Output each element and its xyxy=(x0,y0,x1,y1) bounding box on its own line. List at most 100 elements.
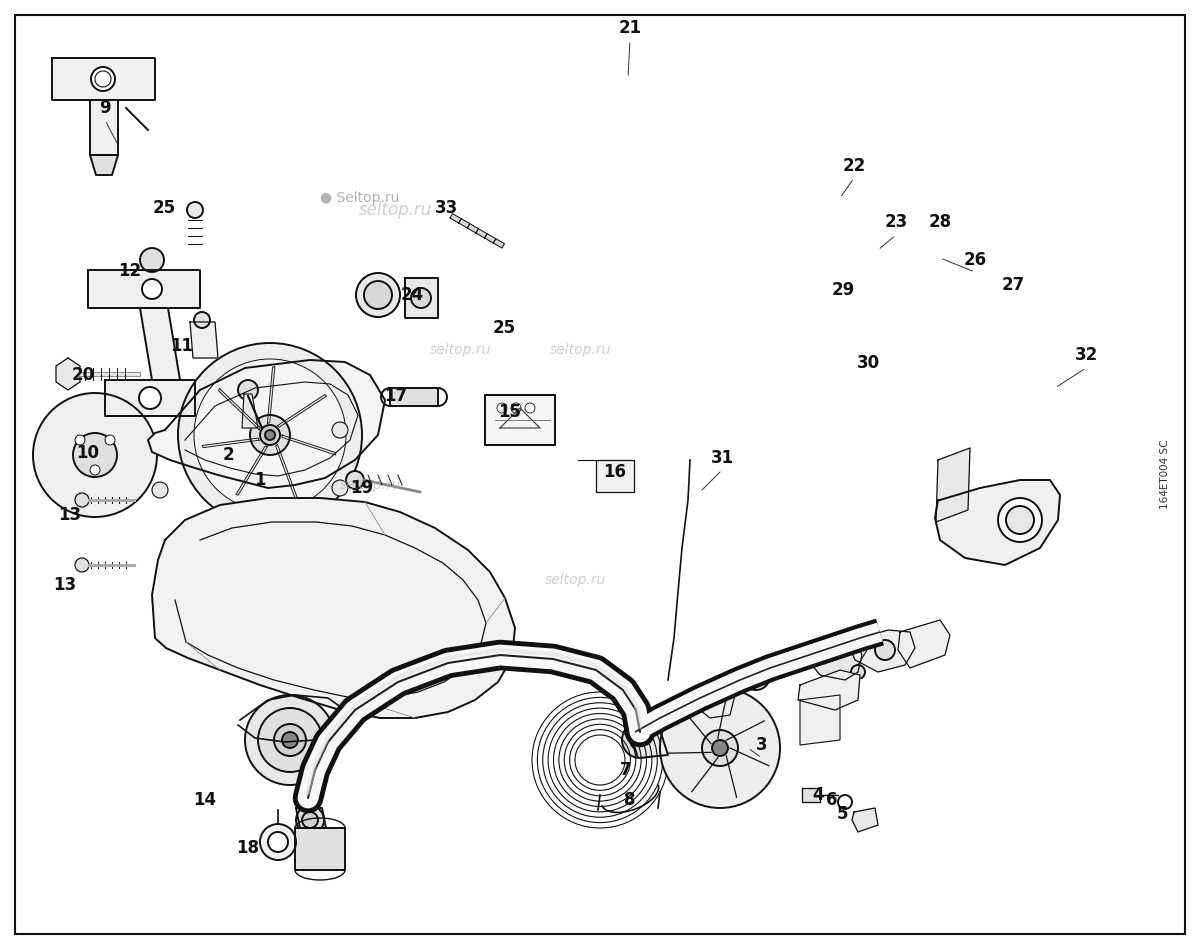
Polygon shape xyxy=(493,238,504,248)
Text: 7: 7 xyxy=(620,761,632,779)
Text: 16: 16 xyxy=(604,463,626,481)
Polygon shape xyxy=(485,233,496,243)
Text: 29: 29 xyxy=(832,281,854,299)
Circle shape xyxy=(702,730,738,766)
Text: 27: 27 xyxy=(1001,276,1025,294)
Text: 32: 32 xyxy=(1074,346,1098,364)
Circle shape xyxy=(73,433,118,477)
Circle shape xyxy=(139,387,161,409)
Text: 10: 10 xyxy=(77,444,100,462)
Circle shape xyxy=(526,403,535,413)
Circle shape xyxy=(302,812,318,828)
Text: 24: 24 xyxy=(401,286,424,304)
Circle shape xyxy=(332,480,348,496)
Circle shape xyxy=(245,695,335,785)
Text: seltop.ru: seltop.ru xyxy=(545,573,606,587)
Text: seltop.ru: seltop.ru xyxy=(550,343,611,357)
Circle shape xyxy=(660,688,780,808)
Polygon shape xyxy=(218,388,260,430)
Text: 5: 5 xyxy=(838,805,848,823)
Text: 31: 31 xyxy=(710,449,733,467)
Polygon shape xyxy=(450,214,461,223)
Circle shape xyxy=(851,665,865,679)
Circle shape xyxy=(998,498,1042,542)
Polygon shape xyxy=(90,155,118,175)
Polygon shape xyxy=(295,828,346,870)
Polygon shape xyxy=(140,308,180,380)
Polygon shape xyxy=(802,788,820,802)
Polygon shape xyxy=(90,100,118,155)
Text: 19: 19 xyxy=(350,479,373,497)
Text: seltop.ru: seltop.ru xyxy=(430,343,491,357)
Polygon shape xyxy=(800,695,840,745)
Circle shape xyxy=(712,740,728,756)
Text: 15: 15 xyxy=(498,403,522,421)
Circle shape xyxy=(265,430,275,440)
Polygon shape xyxy=(52,58,155,100)
Text: 12: 12 xyxy=(119,262,142,280)
Polygon shape xyxy=(467,224,479,233)
Circle shape xyxy=(74,558,89,572)
Text: 2: 2 xyxy=(222,446,234,464)
Circle shape xyxy=(152,482,168,498)
Polygon shape xyxy=(852,808,878,832)
Text: 21: 21 xyxy=(618,19,642,37)
Polygon shape xyxy=(242,394,258,428)
Text: 18: 18 xyxy=(236,839,259,857)
Circle shape xyxy=(332,422,348,438)
Text: 20: 20 xyxy=(72,366,95,384)
Polygon shape xyxy=(148,360,385,488)
Text: ● Seltop.ru: ● Seltop.ru xyxy=(320,191,400,205)
Circle shape xyxy=(178,343,362,527)
Circle shape xyxy=(622,722,658,758)
Polygon shape xyxy=(850,630,916,672)
Text: 23: 23 xyxy=(884,213,907,231)
Text: 26: 26 xyxy=(964,251,986,269)
Polygon shape xyxy=(236,446,268,495)
Polygon shape xyxy=(500,408,540,428)
Circle shape xyxy=(282,732,298,748)
Text: 14: 14 xyxy=(193,791,216,809)
Polygon shape xyxy=(390,388,438,406)
Circle shape xyxy=(258,708,322,772)
Text: 11: 11 xyxy=(170,337,193,355)
Text: seltop.ru: seltop.ru xyxy=(359,201,432,219)
Circle shape xyxy=(74,493,89,507)
Circle shape xyxy=(260,824,296,860)
Circle shape xyxy=(1006,506,1034,534)
Text: 8: 8 xyxy=(624,791,636,809)
Bar xyxy=(596,460,634,492)
Text: 33: 33 xyxy=(436,199,458,217)
Text: 6: 6 xyxy=(827,791,838,809)
Polygon shape xyxy=(276,444,298,499)
Circle shape xyxy=(268,832,288,852)
Polygon shape xyxy=(695,680,734,718)
Polygon shape xyxy=(282,435,336,455)
Polygon shape xyxy=(936,448,970,522)
Text: 3: 3 xyxy=(756,736,768,754)
Polygon shape xyxy=(898,620,950,668)
Circle shape xyxy=(838,795,852,809)
Circle shape xyxy=(630,730,650,750)
Polygon shape xyxy=(630,730,668,758)
Circle shape xyxy=(364,281,392,309)
Text: 25: 25 xyxy=(152,199,175,217)
Circle shape xyxy=(410,288,431,308)
Circle shape xyxy=(90,465,100,475)
Circle shape xyxy=(356,273,400,317)
Circle shape xyxy=(296,806,324,834)
Text: 28: 28 xyxy=(929,213,952,231)
Polygon shape xyxy=(798,670,860,710)
Text: 1: 1 xyxy=(254,471,265,489)
Circle shape xyxy=(142,279,162,299)
Polygon shape xyxy=(202,438,259,448)
Polygon shape xyxy=(56,358,80,390)
Circle shape xyxy=(187,202,203,218)
Circle shape xyxy=(194,312,210,328)
Polygon shape xyxy=(152,498,515,718)
Polygon shape xyxy=(458,218,470,228)
Circle shape xyxy=(74,435,85,445)
Text: 25: 25 xyxy=(492,319,516,337)
Circle shape xyxy=(497,403,508,413)
Polygon shape xyxy=(935,480,1060,565)
